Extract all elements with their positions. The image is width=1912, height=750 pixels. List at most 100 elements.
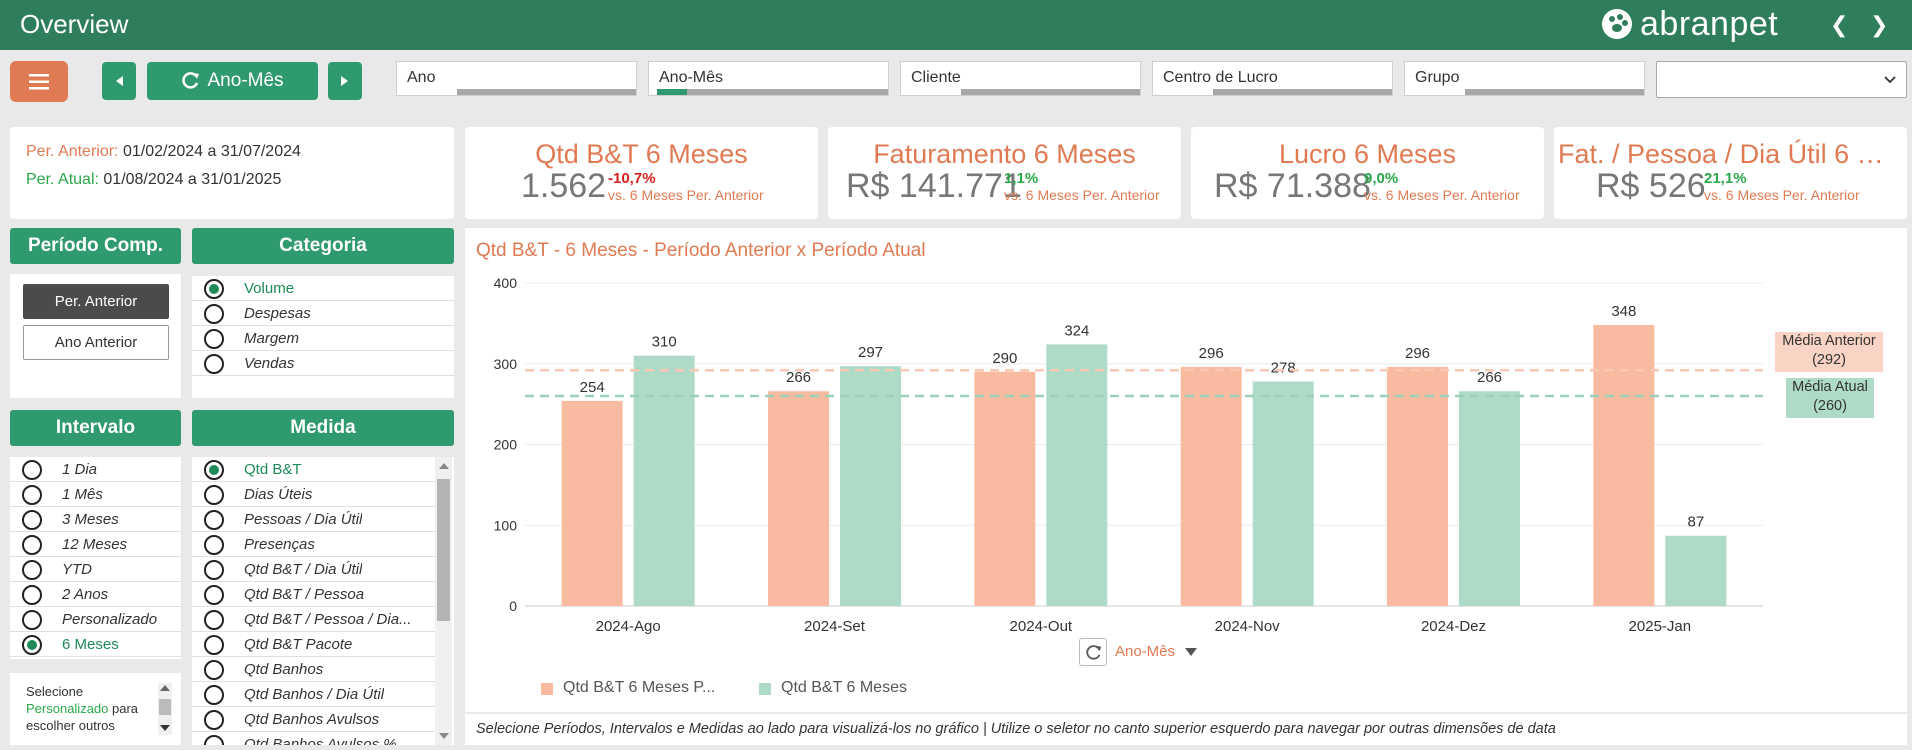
x-tick-label: 2024-Nov [1215, 618, 1281, 635]
caret-down-icon[interactable] [1185, 648, 1197, 657]
kpi-value: R$ 526 [1596, 167, 1706, 205]
hint-box: Selecione Personalizado para escolher ou… [10, 673, 181, 745]
medida-header: Medida [192, 410, 454, 446]
list-item[interactable]: 2 Anos [10, 582, 181, 607]
hint-line-3: escolher outros [26, 718, 115, 733]
slicer-ano-mes-active-bar [657, 89, 687, 95]
list-item[interactable]: 12 Meses [10, 532, 181, 557]
radio-button [204, 485, 224, 505]
list-item[interactable]: Qtd Banhos Avulsos % [192, 732, 435, 745]
radio-button [22, 460, 42, 480]
scroll-up-icon [160, 685, 170, 691]
ano-anterior-button[interactable]: Ano Anterior [23, 325, 169, 360]
slicer-cliente[interactable]: Cliente [900, 61, 1141, 96]
list-item[interactable]: 3 Meses [10, 507, 181, 532]
list-item[interactable]: Dias Úteis [192, 482, 435, 507]
slicer-ano[interactable]: Ano [396, 61, 637, 96]
radio-button [204, 735, 224, 745]
kpi-delta: 9,0% [1364, 170, 1399, 187]
legend-label-anterior: Qtd B&T 6 Meses P... [563, 679, 716, 696]
medida-list: Qtd B&T Dias Úteis Pessoas / Dia Útil Pr… [192, 457, 454, 745]
period-toggle-label: Ano-Mês [207, 70, 284, 91]
list-item[interactable]: Qtd B&T Pacote [192, 632, 435, 657]
list-item-label: Qtd B&T Pacote [244, 636, 353, 653]
brand-logo: abranpet [1600, 4, 1778, 44]
list-item[interactable]: Presenças [192, 532, 435, 557]
footer-note-bar: Selecione Períodos, Intervalos e Medidas… [465, 714, 1907, 745]
period-curr-label: Per. Atual: [26, 171, 99, 188]
menu-button[interactable] [10, 61, 68, 102]
chevron-left-icon[interactable]: ❮ [1830, 12, 1849, 37]
brand-logo-text: abranpet [1640, 4, 1779, 43]
slicer-grupo-bar [1465, 89, 1644, 95]
filter-dropdown[interactable] [1656, 61, 1907, 98]
list-item-label: 1 Mês [62, 486, 103, 503]
period-toggle-button[interactable]: Ano-Mês [147, 62, 318, 100]
scroll-up-icon [439, 463, 449, 469]
hamburger-icon [29, 73, 49, 89]
page-title: Overview [20, 9, 129, 39]
list-item[interactable]: Pessoas / Dia Útil [192, 507, 435, 532]
x-tick-label: 2024-Dez [1421, 618, 1486, 635]
slicer-centro-de-lucro[interactable]: Centro de Lucro [1152, 61, 1393, 96]
list-item[interactable]: Qtd B&T / Dia Útil [192, 557, 435, 582]
list-item[interactable]: Personalizado [10, 607, 181, 632]
axis-refresh-button[interactable] [1079, 638, 1107, 666]
refresh-icon [1086, 645, 1102, 660]
list-item[interactable]: Qtd B&T / Pessoa / Dia... [192, 607, 435, 632]
legend-swatch-atual [759, 683, 771, 695]
per-anterior-button[interactable]: Per. Anterior [23, 284, 169, 319]
list-item[interactable]: YTD [10, 557, 181, 582]
bar [1593, 324, 1655, 606]
list-item-label: 12 Meses [62, 536, 128, 553]
kpi-value: R$ 141.771 [846, 167, 1022, 205]
slicer-ano-mes[interactable]: Ano-Mês [648, 61, 889, 96]
bar [1046, 344, 1108, 606]
list-item[interactable]: Margem [192, 326, 454, 351]
list-item[interactable]: Despesas [192, 301, 454, 326]
medida-scroll-thumb[interactable] [437, 479, 450, 621]
list-item[interactable]: Qtd Banhos Avulsos [192, 707, 435, 732]
list-item[interactable]: Qtd B&T / Pessoa [192, 582, 435, 607]
kpi-delta: 21,1% [1704, 170, 1747, 187]
chevron-right-icon[interactable]: ❯ [1870, 12, 1889, 37]
radio-button [22, 635, 42, 655]
slicer-centro-de-lucro-label: Centro de Lucro [1163, 69, 1278, 86]
hint-scroll-thumb[interactable] [159, 699, 171, 715]
kpi-title: Fat. / Pessoa / Dia Útil 6 Me... [1558, 139, 1907, 169]
list-item[interactable]: Qtd Banhos / Dia Útil [192, 682, 435, 707]
list-item[interactable]: Qtd B&T [192, 457, 435, 482]
kpi-card: Lucro 6 Meses R$ 71.388 9,0% vs. 6 Meses… [1191, 127, 1544, 219]
slicer-ano-mes-bar [687, 89, 888, 95]
bar [1387, 366, 1448, 606]
hint-scrollbar[interactable] [158, 683, 172, 735]
list-item[interactable]: Volume [192, 276, 454, 301]
slicer-cliente-bar [961, 89, 1140, 95]
period-next-button[interactable] [328, 62, 362, 100]
media-anterior-label: Média Anterior (292) [1775, 332, 1883, 372]
list-item-label: Margem [244, 330, 300, 347]
radio-button [204, 635, 224, 655]
period-prev-button[interactable] [102, 62, 136, 100]
intervalo-list: 1 Dia 1 Mês 3 Meses 12 Meses YTD 2 Anos … [10, 457, 181, 659]
media-atual-label-l2: (260) [1813, 398, 1847, 414]
intervalo-header: Intervalo [10, 410, 181, 446]
radio-button [204, 685, 224, 705]
list-item[interactable]: Qtd Banhos [192, 657, 435, 682]
medida-scrollbar[interactable] [435, 457, 452, 745]
chart-title: Qtd B&T - 6 Meses - Período Anterior x P… [476, 240, 926, 261]
list-item[interactable]: Vendas [192, 351, 454, 376]
list-item-label: 6 Meses [62, 636, 119, 653]
list-item-label: Qtd Banhos Avulsos [244, 711, 380, 728]
media-atual-label-l1: Média Atual [1792, 379, 1868, 395]
list-item[interactable]: 6 Meses [10, 632, 181, 657]
slicer-grupo[interactable]: Grupo [1404, 61, 1645, 96]
list-item[interactable]: 1 Dia [10, 457, 181, 482]
list-item-label: Despesas [244, 305, 311, 322]
radio-button [204, 510, 224, 530]
axis-selector-label[interactable]: Ano-Mês [1115, 643, 1176, 660]
period-prev-value: 01/02/2024 a 31/07/2024 [122, 143, 301, 160]
hint-line-2b: para [108, 701, 139, 716]
y-tick-label: 200 [494, 437, 518, 453]
list-item[interactable]: 1 Mês [10, 482, 181, 507]
